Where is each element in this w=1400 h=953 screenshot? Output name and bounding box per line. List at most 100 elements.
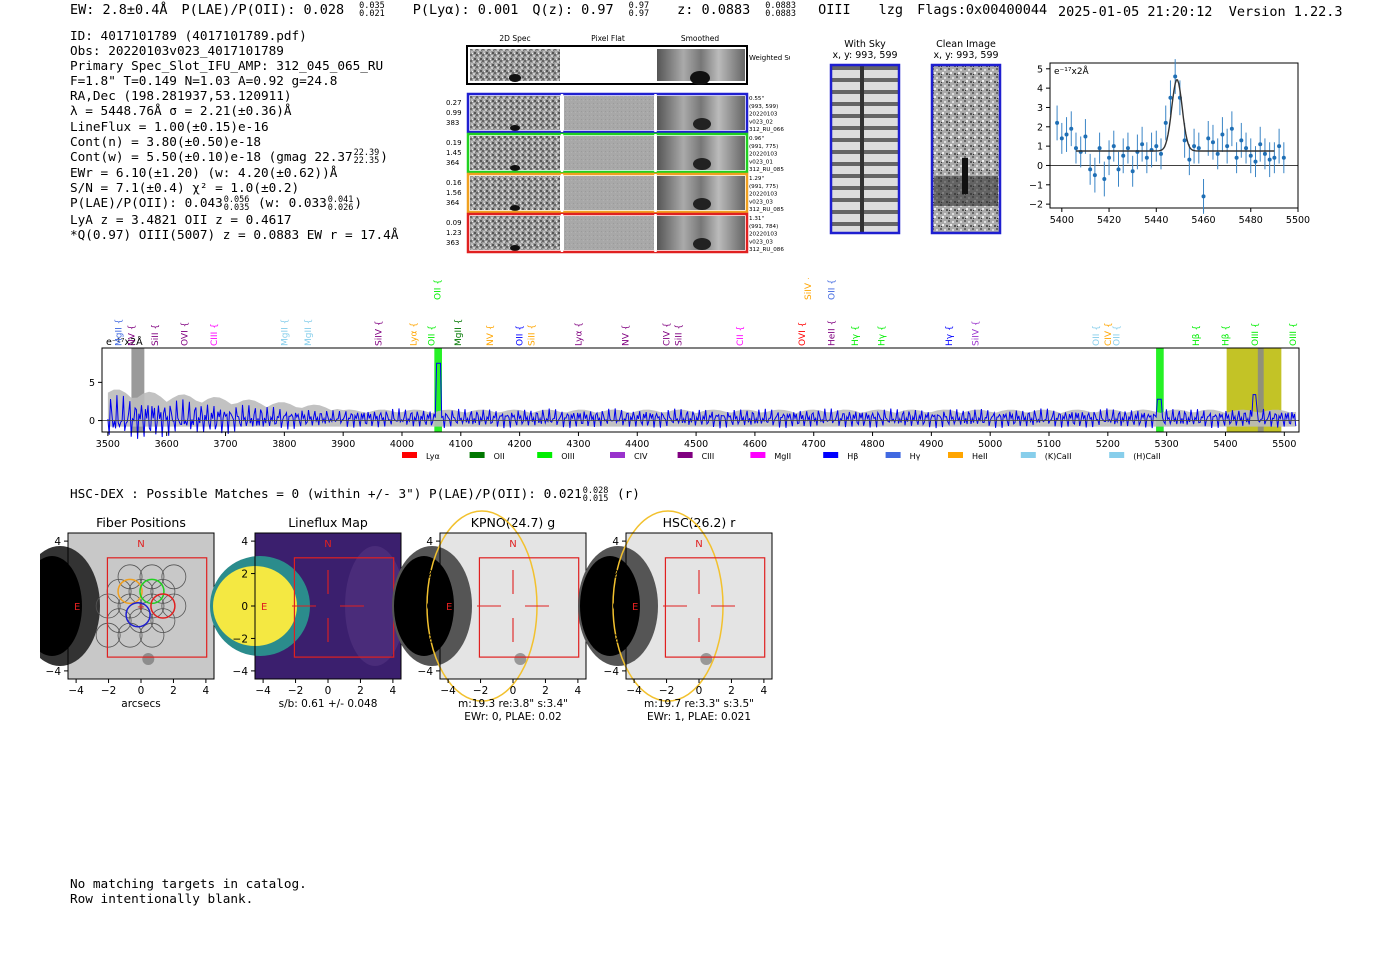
panel-ytick-label: 4 bbox=[241, 536, 248, 548]
zoom-data-point bbox=[1253, 159, 1258, 164]
spectrum-line-label: SiII { bbox=[151, 324, 161, 346]
spectrum-xtick-label: 4400 bbox=[625, 439, 649, 450]
legend-label: OII bbox=[494, 452, 505, 461]
zoom-ytick-label: −2 bbox=[1029, 200, 1043, 211]
legend-swatch bbox=[750, 452, 766, 458]
hsc-dex-summary: HSC-DEX : Possible Matches = 0 (within +… bbox=[70, 485, 640, 504]
panel-title: KPNO(24.7) g bbox=[471, 515, 555, 530]
spectrum-xtick-label: 5500 bbox=[1272, 439, 1296, 450]
spectrum-xtick-label: 4500 bbox=[684, 439, 708, 450]
fiber-circle bbox=[128, 608, 154, 633]
cutout-row-meta: 20220103 bbox=[749, 232, 778, 238]
cutout-row-meta: 312_RU_086 bbox=[749, 247, 784, 253]
spectrum-line-label: SiII { bbox=[674, 324, 684, 346]
cutout-row-meta: v023_01 bbox=[749, 159, 773, 165]
spectrum-error-envelope bbox=[107, 389, 1297, 427]
panel-kpno: KPNO(24.7) g N E −4 −4 −2 −2 0 0 2 2 4 4 m:19.3 re:3.… bbox=[392, 510, 587, 723]
panel-caption: EWr: 0, PLAE: 0.02 bbox=[464, 711, 561, 723]
info-primary: Primary Spec_Slot_IFU_AMP: 312_045_065_R… bbox=[70, 58, 384, 74]
zoom-ytick-label: 0 bbox=[1037, 161, 1043, 172]
cutout-row: 0.16 1.56 364 1.29" (991, 775) 20220103v023_0… bbox=[446, 172, 784, 214]
cutout-row-frame bbox=[466, 212, 749, 254]
cutout-row-stat: 0.19 bbox=[446, 139, 462, 147]
panel-ytick-label: 0 bbox=[241, 601, 248, 613]
zoom-data-point bbox=[1102, 177, 1107, 181]
weighted-sum-label: Weighted Sum bbox=[749, 54, 790, 62]
info-ewr: EWr = 6.10(±1.20) (w: 4.20(±0.62))Å bbox=[70, 165, 338, 181]
panel-east-label: E bbox=[632, 602, 638, 613]
spectrum-xtick-label: 3900 bbox=[331, 439, 355, 450]
zoom-data-point bbox=[1088, 167, 1093, 172]
zoom-ytick-label: 5 bbox=[1037, 64, 1043, 75]
zoom-data-point bbox=[1272, 155, 1277, 160]
zoom-data-point bbox=[1201, 194, 1206, 199]
cutout-pixelflat-image bbox=[564, 136, 654, 170]
cutout-row-frame bbox=[466, 132, 749, 174]
panel-north-label: N bbox=[324, 539, 331, 550]
footer-line-1: No matching targets in catalog. bbox=[70, 876, 307, 891]
panel-xtick-label: 4 bbox=[575, 685, 582, 697]
cutout-2dspec-image bbox=[470, 96, 560, 130]
cutout-row: 0.09 1.23 363 1.31" (991, 784) 20220103v023_0… bbox=[446, 212, 784, 254]
cutout-smoothed-blob bbox=[693, 158, 711, 170]
spectrum-xtick-label: 4000 bbox=[390, 439, 414, 450]
panel-ytick-label: −2 bbox=[604, 633, 619, 645]
full-spectrum-chart: e⁻¹⁷x2Å 0 5 3500 3600 3700 3800 3900 4000 4100 420… bbox=[89, 278, 1300, 461]
zoom-ytick-label: −1 bbox=[1029, 180, 1043, 191]
cutout-row-frame bbox=[466, 92, 749, 134]
panel-ytick-label: −2 bbox=[418, 633, 433, 645]
panel-xtick-label: −4 bbox=[440, 685, 456, 697]
cutout-row-meta: 1.31" bbox=[749, 216, 764, 222]
cutout-row-meta: (991, 775) bbox=[749, 184, 778, 190]
spectrum-line-label: Hβ { bbox=[1221, 325, 1231, 346]
panel-faint-source bbox=[700, 653, 713, 665]
fiber-circle bbox=[161, 564, 187, 590]
header-version: Version 1.22.3 bbox=[1228, 4, 1343, 20]
spectrum-xtick-label: 4900 bbox=[919, 439, 943, 450]
zoom-data-point bbox=[1140, 142, 1145, 147]
panel-image-blob bbox=[40, 556, 82, 656]
spectrum-line-label: SiII { bbox=[527, 324, 537, 346]
info-q: *Q(0.97) OIII(5007) z = 0.0883 EW r = 17… bbox=[70, 227, 399, 243]
fiber-circle bbox=[139, 564, 165, 590]
panel-crosshair: + bbox=[137, 602, 145, 613]
panel-xtick-label: −2 bbox=[288, 685, 303, 697]
cutout-row-meta: 20220103 bbox=[749, 152, 778, 158]
header-flags: Flags:0x00400044 bbox=[917, 2, 1048, 18]
with-sky-coords: x, y: 993, 599 bbox=[832, 50, 897, 61]
cutout-row: 0.27 0.99 383 0.55" (993, 599) 20220103v023_0… bbox=[446, 92, 784, 134]
legend-label: Hβ bbox=[847, 452, 858, 461]
panel-xlabel: m:19.3 re:3.8" s:3.4" bbox=[458, 698, 568, 710]
zoom-data-point bbox=[1220, 132, 1225, 137]
panel-ytick-label: 4 bbox=[612, 536, 619, 548]
spectrum-band bbox=[1156, 348, 1164, 432]
info-lineflux: LineFlux = 1.00(±0.15)e-16 bbox=[70, 118, 269, 134]
spectrum-line-label: OII { bbox=[1113, 325, 1123, 346]
spectrum-xtick-label: 3700 bbox=[213, 439, 237, 450]
zoom-data-point bbox=[1267, 157, 1272, 162]
catalog-footer: No matching targets in catalog. Row inte… bbox=[70, 876, 307, 906]
cutout-source-blob bbox=[510, 245, 520, 251]
panel-xlabel: s/b: 0.61 +/- 0.048 bbox=[279, 698, 378, 710]
cutout-col-pixelflat: Pixel Flat bbox=[591, 34, 625, 43]
imaging-panels: Fiber Positions + N E −4 −4 −2 −2 0 0 2 2 4 4 arcsecs L… bbox=[40, 510, 773, 723]
zoom-axes-frame bbox=[1049, 62, 1299, 209]
header-method: lzg bbox=[878, 2, 904, 18]
zoom-data-point bbox=[1116, 167, 1121, 172]
fiber-circle bbox=[95, 593, 121, 619]
spectrum-line-label: SiIV { bbox=[971, 320, 981, 346]
legend-label: HeII bbox=[972, 452, 988, 461]
spectrum-xtick-label: 4300 bbox=[566, 439, 590, 450]
zoom-xtick-label: 5500 bbox=[1286, 215, 1310, 226]
panel-east-label: E bbox=[74, 602, 80, 613]
info-id: ID: 4017101789 (4017101789.pdf) bbox=[70, 28, 307, 43]
spectrum-line-label: OVI { bbox=[180, 322, 190, 346]
cutout-row-meta: 0.55" bbox=[749, 96, 764, 102]
zoom-data-point bbox=[1168, 95, 1173, 100]
fiber-circle bbox=[95, 622, 121, 648]
zoom-data-point bbox=[1163, 120, 1168, 125]
cutout-source-blob bbox=[510, 205, 520, 211]
header-qz: Q(z): 0.97 0.97 0.97 bbox=[532, 1, 650, 19]
fiber-cutouts: 2D Spec Pixel Flat Smoothed Weighted Sum… bbox=[446, 34, 790, 254]
zoom-data-point bbox=[1196, 146, 1201, 151]
